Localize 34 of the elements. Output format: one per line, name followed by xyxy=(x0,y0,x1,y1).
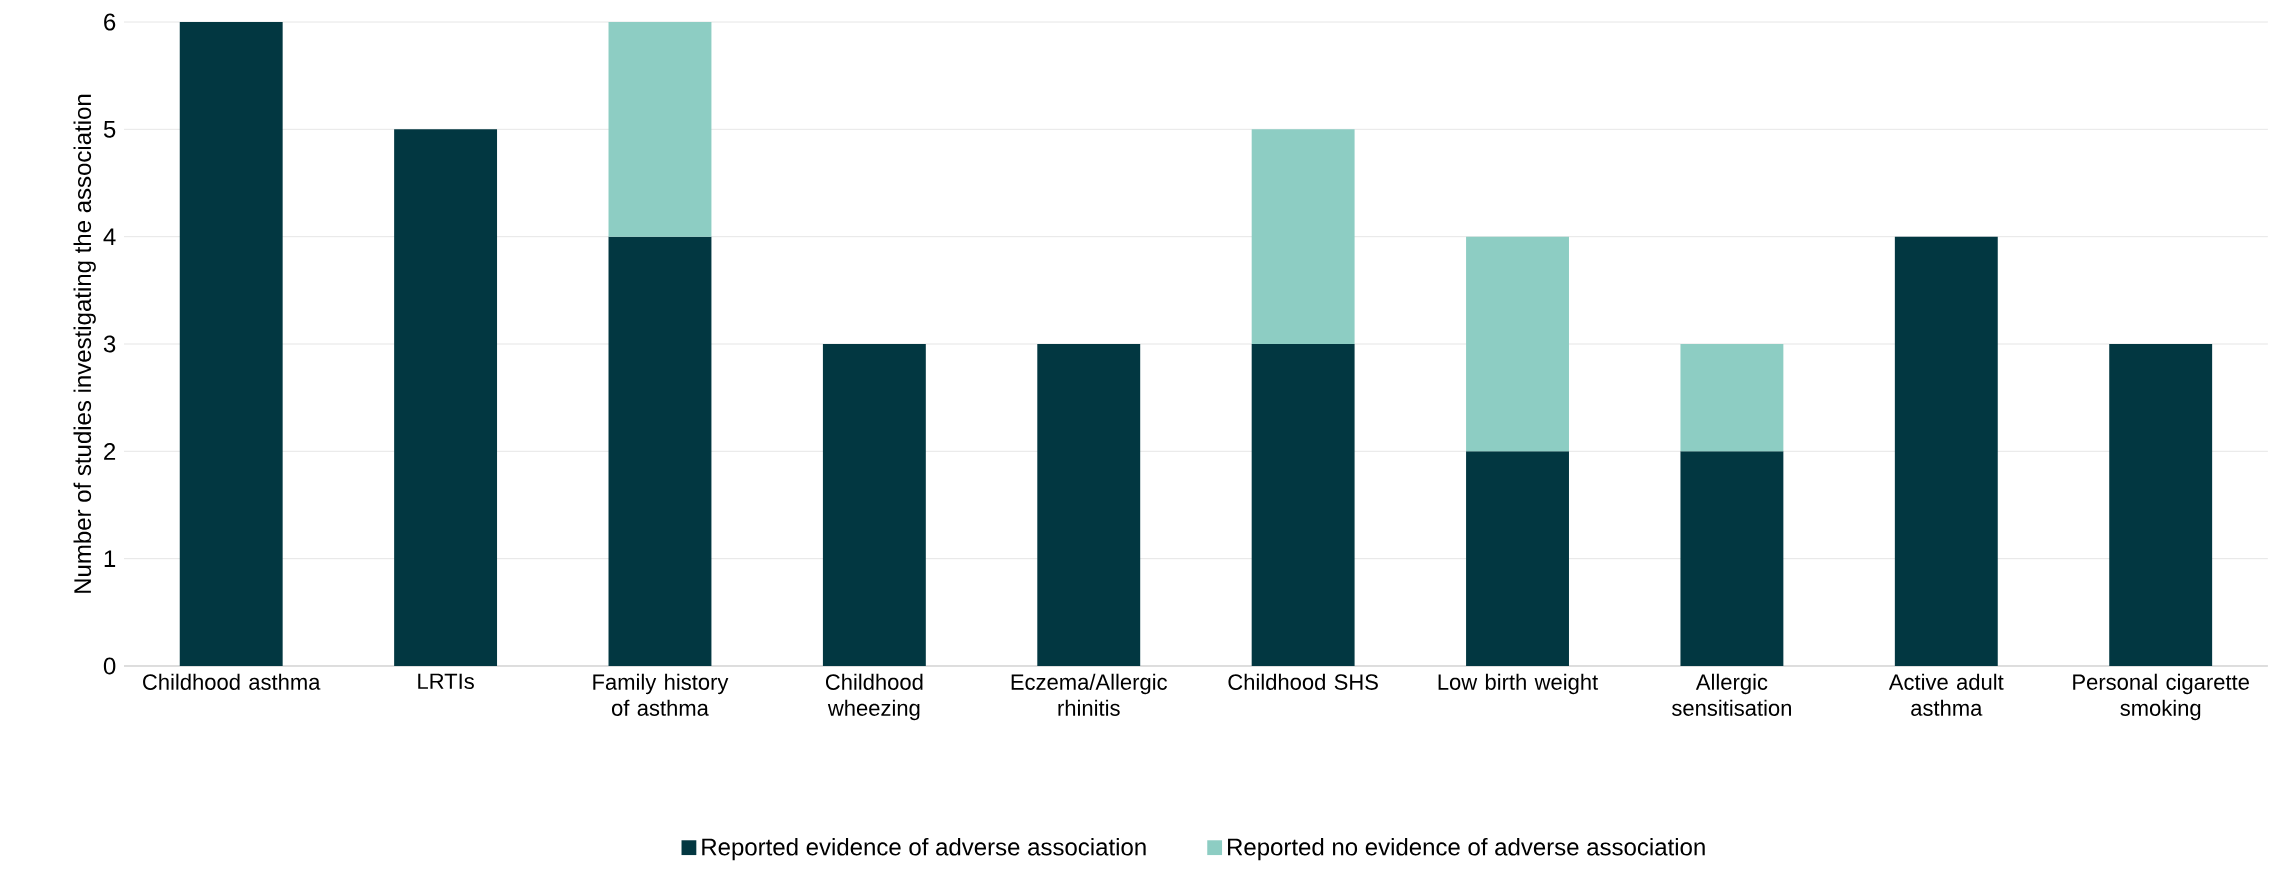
y-tick-label: 5 xyxy=(103,120,116,138)
bar xyxy=(1251,343,1355,666)
legend-label: Reported evidence of adverse association xyxy=(702,837,1146,861)
x-tick-label: LRTIs xyxy=(418,673,474,690)
bar xyxy=(1466,236,1569,452)
bar xyxy=(822,343,926,666)
bar xyxy=(179,22,283,666)
y-tick-label: 0 xyxy=(103,657,116,675)
x-tick-label: Childhood wheezing xyxy=(825,673,923,721)
bar xyxy=(394,129,498,666)
y-tick-label: 6 xyxy=(104,13,116,31)
bar xyxy=(608,22,712,237)
x-tick-label: Family history of asthma xyxy=(593,673,729,716)
legend-label: Reported no evidence of adverse association xyxy=(1228,837,1705,861)
y-axis-title: Number of studies investigating the association xyxy=(73,94,96,593)
bar xyxy=(1680,343,1784,452)
x-tick-label: Eczema/Allergic rhinitis xyxy=(1011,673,1167,716)
y-tick-label: 1 xyxy=(104,550,116,567)
bar xyxy=(2109,343,2213,666)
x-tick-label: Low birth weight xyxy=(1438,673,1599,695)
bar xyxy=(1466,451,1569,666)
bar xyxy=(1251,129,1355,344)
x-tick-label: Childhood SHS xyxy=(1228,673,1378,690)
x-tick-label: Allergic sensitisation xyxy=(1672,673,1791,716)
y-tick-label: 3 xyxy=(103,335,116,353)
x-tick-label: Personal cigarette smoking xyxy=(2073,673,2249,721)
x-tick-label: Active adult asthma xyxy=(1888,673,2004,716)
bar xyxy=(608,236,712,666)
y-tick-label: 2 xyxy=(104,442,116,460)
bar xyxy=(1680,451,1784,666)
bar xyxy=(1037,343,1141,666)
y-tick-label: 4 xyxy=(103,228,116,245)
x-tick-label: Childhood asthma xyxy=(143,673,321,690)
bar xyxy=(1894,236,1998,666)
